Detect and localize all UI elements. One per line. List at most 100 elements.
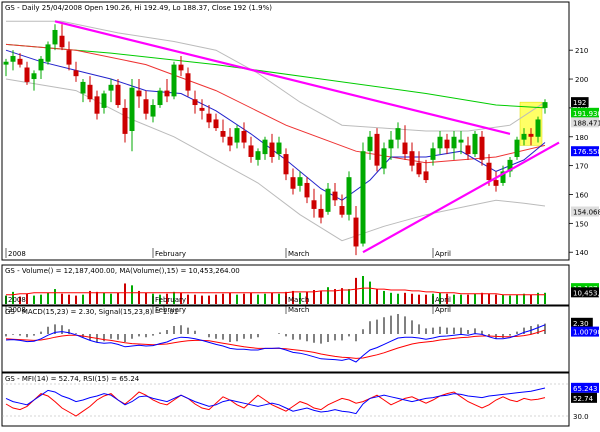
candle-body xyxy=(242,131,247,143)
candle-body xyxy=(109,85,114,91)
volume-bar xyxy=(103,293,105,304)
candle-body xyxy=(403,143,408,155)
volume-x-label: March xyxy=(288,296,309,304)
candle-body xyxy=(466,145,471,154)
candle-body xyxy=(361,151,366,243)
candle-body xyxy=(389,140,394,149)
volume-bar xyxy=(110,294,112,304)
candle-body xyxy=(368,137,373,151)
macd-axis-badge: 2.30 xyxy=(573,320,589,328)
price-axis-badge: 192 xyxy=(573,99,586,107)
price-x-label: April xyxy=(435,250,451,258)
candle-body xyxy=(480,137,485,160)
volume-bar xyxy=(257,295,259,304)
volume-bar xyxy=(68,295,70,304)
candle-body xyxy=(298,177,303,186)
volume-bar xyxy=(502,295,504,304)
candle-body xyxy=(25,68,30,82)
volume-bar xyxy=(264,294,266,304)
price-x-label: February xyxy=(155,250,186,258)
candle-body xyxy=(60,36,65,48)
price-axis-label: 170 xyxy=(575,163,588,171)
volume-bar xyxy=(397,294,399,304)
candle-body xyxy=(305,183,310,197)
volume-bar xyxy=(96,292,98,304)
volume-bar xyxy=(131,285,133,304)
volume-bar xyxy=(467,295,469,304)
volume-bar xyxy=(201,296,203,304)
candle-body xyxy=(382,148,387,168)
volume-bar xyxy=(488,294,490,304)
candle-body xyxy=(284,154,289,174)
volume-bar xyxy=(124,283,126,304)
volume-bar xyxy=(418,295,420,304)
rsi-axis-badge: 52.74 xyxy=(573,395,594,403)
volume-chart-title: GS - Volume() = 12,187,400.00, MA(Volume… xyxy=(5,267,240,275)
candle-body xyxy=(270,143,275,157)
candle-body xyxy=(130,88,135,131)
candle-body xyxy=(200,108,205,111)
candle-body xyxy=(165,91,170,97)
candle-body xyxy=(347,177,352,215)
candle-body xyxy=(473,134,478,154)
candle-body xyxy=(354,218,359,247)
volume-bar xyxy=(425,295,427,304)
volume-bar xyxy=(208,296,210,304)
candle-body xyxy=(536,119,541,136)
price-axis-label: 140 xyxy=(575,249,588,257)
price-x-label: 2008 xyxy=(8,250,26,258)
volume-bar xyxy=(236,295,238,304)
candle-body xyxy=(123,108,128,134)
volume-bar xyxy=(229,293,231,304)
candle-body xyxy=(214,119,219,128)
volume-bar xyxy=(117,293,119,304)
price-axis-badge: 188.471 xyxy=(573,119,600,127)
candle-body xyxy=(116,85,121,105)
candle-body xyxy=(18,59,23,65)
candle-body xyxy=(53,30,58,44)
volume-bar xyxy=(47,293,49,304)
price-axis-label: 180 xyxy=(575,134,588,142)
candle-body xyxy=(459,140,464,143)
candle-body xyxy=(424,171,429,180)
volume-bar xyxy=(215,295,217,304)
volume-bar xyxy=(54,289,56,304)
volume-bar xyxy=(404,293,406,304)
candle-body xyxy=(256,151,261,160)
volume-bar xyxy=(390,293,392,304)
candle-body xyxy=(522,134,527,140)
rsi-axis-badge: 65.243 xyxy=(573,385,598,393)
candle-body xyxy=(277,143,282,155)
candle-body xyxy=(515,140,520,157)
candle-body xyxy=(74,70,79,76)
volume-axis-badge: 10,453,26 xyxy=(573,289,600,297)
candle-body xyxy=(88,85,93,99)
volume-bar xyxy=(194,295,196,304)
candle-body xyxy=(312,200,317,209)
candle-body xyxy=(291,177,296,189)
candle-body xyxy=(263,140,268,154)
candle-body xyxy=(417,163,422,175)
candle-body xyxy=(494,180,499,186)
price-axis-badge: 176.558 xyxy=(573,148,600,156)
candle-body xyxy=(375,134,380,166)
volume-bar xyxy=(523,294,525,304)
volume-bar xyxy=(278,294,280,304)
candle-body xyxy=(319,209,324,218)
macd-chart-title: GS - MACD(15,23) = 2.30, Signal(15,23,8)… xyxy=(5,308,178,316)
candle-body xyxy=(333,192,338,201)
rsi-axis-badge: 30.0 xyxy=(573,413,589,421)
candle-body xyxy=(46,44,51,61)
macd-axis-badge: 1.00790 xyxy=(573,329,600,337)
candle-body xyxy=(396,128,401,140)
candle-body xyxy=(228,137,233,146)
volume-bar xyxy=(250,293,252,304)
volume-bar xyxy=(495,295,497,304)
candle-body xyxy=(193,99,198,105)
candle-body xyxy=(186,73,191,90)
candle-body xyxy=(249,145,254,157)
volume-bar xyxy=(369,282,371,304)
volume-bar xyxy=(530,295,532,304)
candle-body xyxy=(543,102,548,108)
macd-x-label: April xyxy=(435,306,451,314)
